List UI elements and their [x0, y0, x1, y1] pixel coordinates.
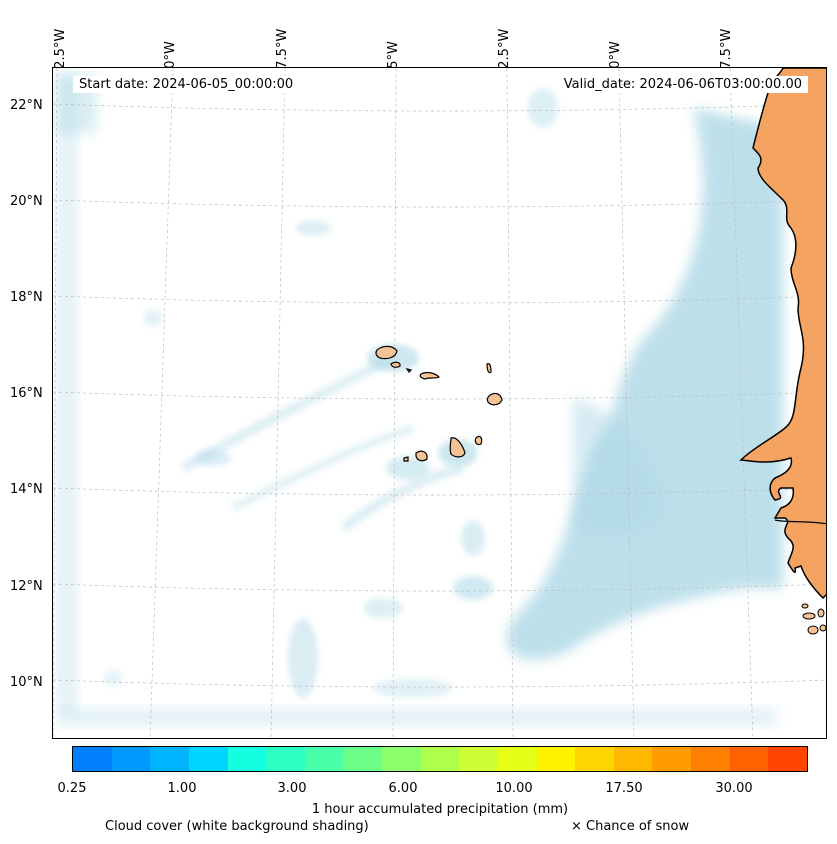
colorbar-tick-6-00: 6.00: [388, 781, 418, 796]
cloud-cover-layer: [57, 74, 783, 726]
africa-land: [739, 68, 826, 600]
colorbar-segment-5: [266, 747, 305, 771]
lat-label-14n: 14°N: [10, 482, 43, 497]
island-fogo: [415, 450, 428, 462]
lat-label-16n: 16°N: [10, 386, 43, 401]
cloud-cover-legend: Cloud cover (white background shading): [105, 819, 369, 834]
colorbar-segment-15: [652, 747, 691, 771]
colorbar-segment-2: [150, 747, 189, 771]
precipitation-colorbar: [72, 746, 808, 772]
colorbar-segment-13: [575, 747, 614, 771]
snow-legend: × Chance of snow: [571, 819, 690, 834]
island-santo-antao: [375, 345, 398, 360]
colorbar-segment-4: [227, 747, 267, 771]
colorbar-segment-18: [768, 747, 807, 771]
colorbar-segment-8: [382, 747, 421, 771]
start-date-label: Start date: 2024-06-05_00:00:00: [73, 76, 300, 93]
colorbar-segment-10: [459, 747, 498, 771]
colorbar-segment-16: [691, 747, 730, 771]
valid-date-label: Valid_date: 2024-06-06T03:00:00.00: [557, 76, 808, 93]
colorbar-tick-0-25: 0.25: [57, 781, 87, 796]
lat-label-22n: 22°N: [10, 98, 43, 113]
colorbar-segment-6: [304, 747, 344, 771]
map-canvas: [53, 68, 826, 738]
lat-label-10n: 10°N: [10, 675, 43, 690]
colorbar-tick-3-00: 3.00: [277, 781, 307, 796]
island-sao-nicolau: [419, 371, 441, 380]
cape-verde-islands: [375, 345, 503, 462]
island-sal: [486, 362, 492, 374]
colorbar-segment-9: [420, 747, 460, 771]
colorbar-tick-30-00: 30.00: [715, 781, 753, 796]
graticule: [53, 68, 826, 738]
lat-label-18n: 18°N: [10, 290, 43, 305]
bijagos-islands: [801, 603, 826, 635]
colorbar-segment-12: [536, 747, 576, 771]
island-maio: [474, 435, 483, 446]
colorbar-segment-14: [613, 747, 653, 771]
colorbar-segment-11: [497, 747, 537, 771]
map-panel: [52, 67, 827, 739]
colorbar-segment-3: [188, 747, 228, 771]
gambia-river: [774, 519, 826, 525]
colorbar-tick-10-00: 10.00: [495, 781, 533, 796]
island-sao-vicente: [390, 361, 401, 368]
colorbar-segment-0: [73, 747, 112, 771]
island-santa-luzia: [405, 368, 413, 373]
colorbar-title: 1 hour accumulated precipitation (mm): [311, 802, 569, 817]
lat-label-12n: 12°N: [10, 579, 43, 594]
lat-label-20n: 20°N: [10, 194, 43, 209]
colorbar-segment-1: [111, 747, 151, 771]
colorbar-tick-1-00: 1.00: [167, 781, 197, 796]
colorbar-segment-17: [729, 747, 769, 771]
colorbar-tick-17-50: 17.50: [605, 781, 643, 796]
island-santiago: [449, 437, 466, 458]
island-boa-vista: [486, 392, 503, 406]
colorbar-segment-7: [343, 747, 382, 771]
island-brava: [403, 456, 409, 462]
